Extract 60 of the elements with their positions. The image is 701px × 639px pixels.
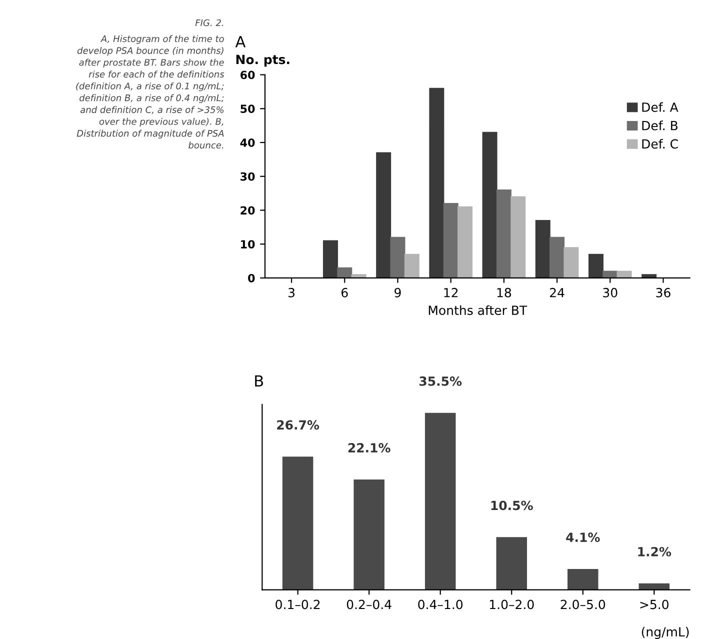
bar (443, 203, 458, 278)
bar (550, 236, 565, 278)
chart-title: B (255, 375, 264, 386)
bar (535, 220, 550, 278)
x-tick-label: 0.2–0.4 (346, 600, 392, 610)
x-tick-label: 6 (342, 288, 348, 298)
x-tick-label: 36 (656, 288, 670, 298)
bar (482, 132, 498, 278)
bar (424, 412, 456, 590)
x-tick-label: 2.0–5.0 (560, 600, 606, 610)
bar (496, 537, 527, 590)
bar (322, 240, 338, 278)
bar (282, 456, 314, 590)
bar (354, 480, 384, 590)
bar (588, 254, 604, 278)
x-axis-title: (ng/mL) (642, 626, 689, 639)
data-label: 4.1% (566, 532, 600, 542)
data-label: 22.1% (348, 443, 390, 453)
x-axis-title: Months after BT (428, 305, 528, 316)
x-tick-label: 0.1–0.2 (276, 600, 320, 610)
y-tick-label: 10 (241, 240, 255, 248)
x-tick-label: 3 (288, 288, 295, 298)
y-tick-label: 0 (248, 274, 255, 282)
bar (496, 189, 512, 278)
bar (351, 274, 366, 278)
x-tick-label: 1.0–2.0 (490, 600, 534, 610)
x-tick-label: 12 (444, 288, 458, 298)
x-tick-label: 18 (497, 288, 512, 298)
y-tick-label: 20 (240, 206, 255, 215)
bar (616, 270, 632, 278)
data-label: 1.2% (638, 546, 672, 556)
legend-label: Def. C (642, 138, 678, 149)
bar (457, 206, 472, 278)
x-tick-label: 24 (550, 288, 564, 298)
legend-label: Def. A (642, 102, 678, 112)
y-axis-title: No. pts. (236, 54, 290, 67)
x-tick-label: 9 (394, 288, 401, 298)
y-tick-label: 60 (240, 70, 255, 80)
bar (390, 236, 406, 278)
x-tick-label: 30 (603, 288, 618, 298)
bar (429, 88, 444, 278)
data-label: 26.7% (277, 420, 320, 430)
chart-title: A (235, 36, 246, 48)
x-tick-label: 0.4–1.0 (418, 600, 463, 610)
text: A, Histogram of the time to develop PSA bounce (in months) after prostate BT. Bars show the rise for each of the definitions (definition A, a rise of 0.1 ng/mL; definition B, a rise of 0.4 ng/mL; and definition C, a rise of >35% over the previous value). B, Distribution of magnitude of PSA bounce. (76, 35, 224, 149)
data-label: 35.5% (420, 376, 462, 386)
x-tick-label: >5.0 (640, 600, 668, 610)
bar (510, 196, 526, 278)
bar (337, 267, 352, 278)
y-tick-label: 40 (240, 138, 255, 147)
legend-label: Def. B (642, 120, 678, 130)
bar (564, 247, 579, 278)
bar (404, 254, 420, 278)
data-label: 10.5% (491, 500, 533, 510)
bar (642, 274, 657, 278)
bar (567, 568, 598, 590)
y-tick-label: 50 (240, 104, 255, 114)
y-tick-label: 30 (240, 172, 255, 181)
bar (376, 152, 392, 278)
caption: FIG. 2. (195, 19, 224, 26)
